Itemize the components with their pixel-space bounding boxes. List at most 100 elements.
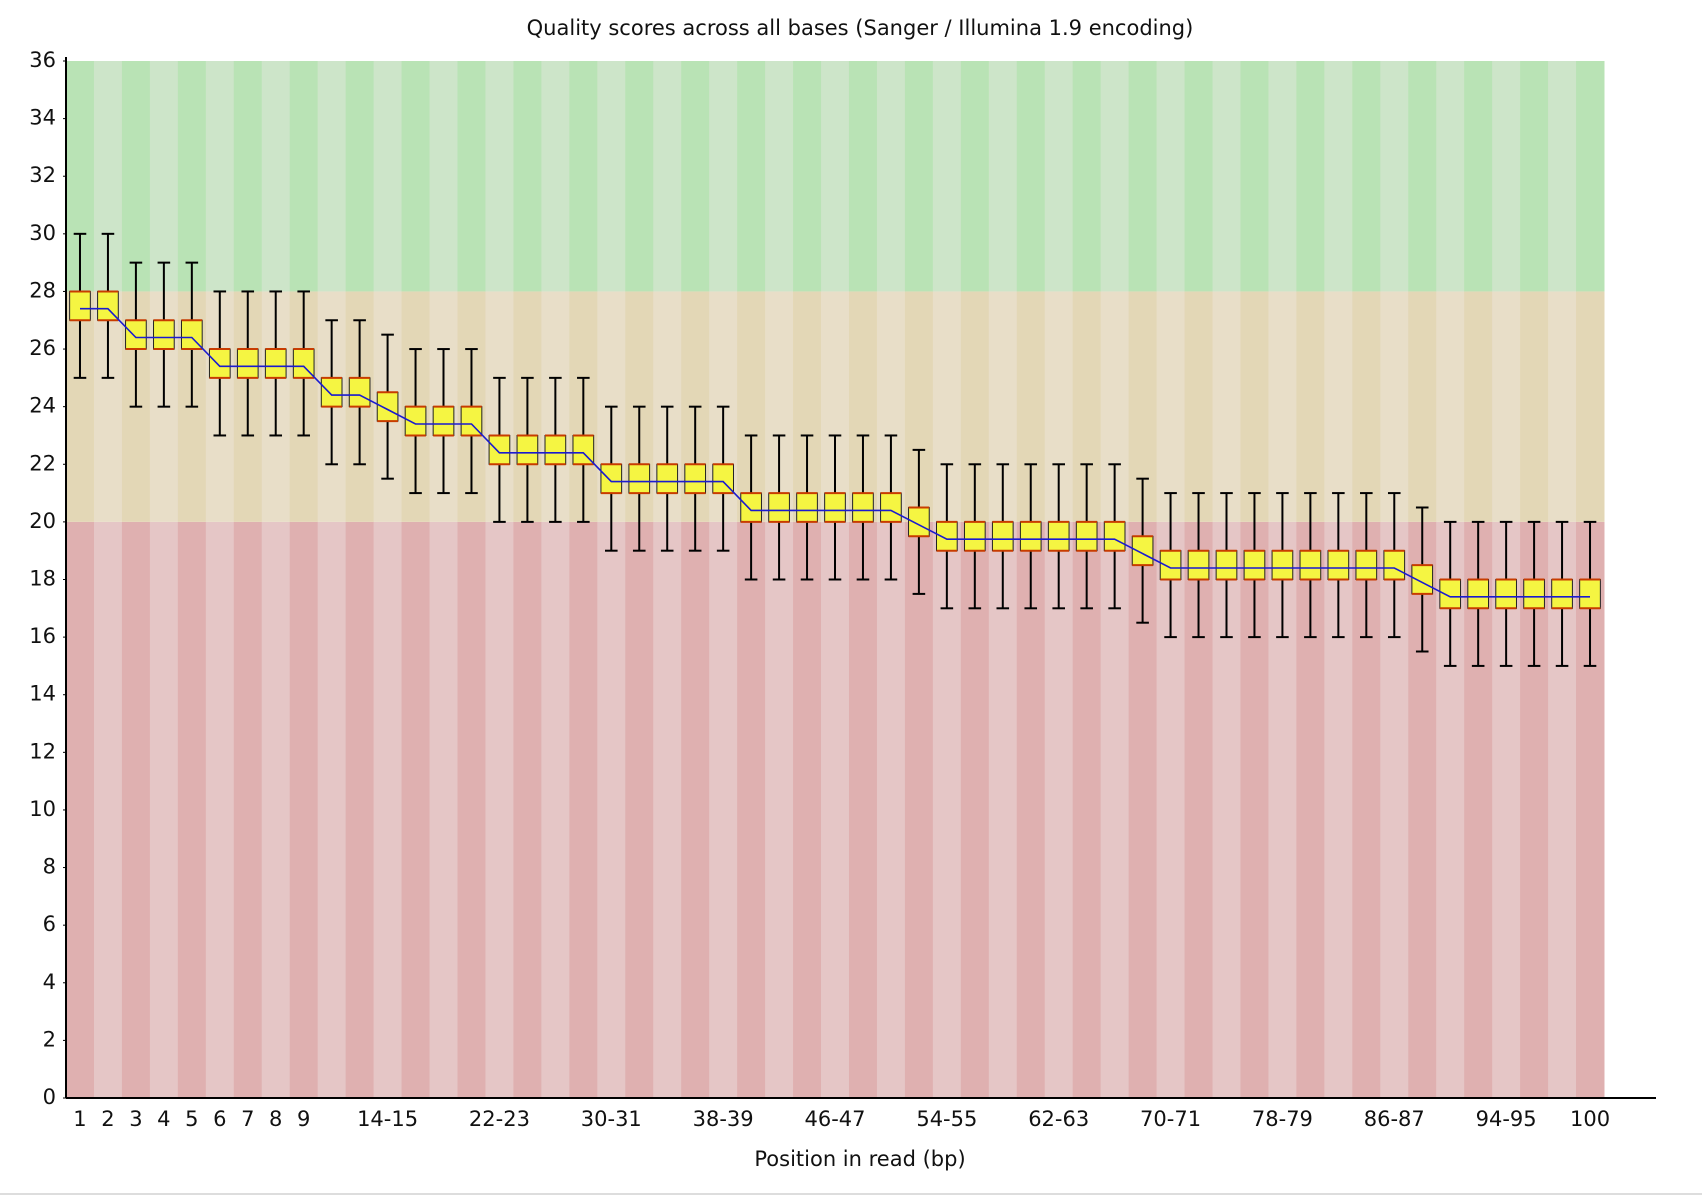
quality-zone [1296,291,1325,522]
x-tick-label: 7 [241,1107,254,1131]
quality-zone [1520,61,1549,292]
quality-zone [597,521,626,1098]
quality-zone [904,61,934,292]
quality-zone [988,521,1018,1098]
box [432,406,455,436]
y-tick-label: 14 [29,682,56,706]
x-tick-label: 86-87 [1364,1107,1425,1131]
quality-zone [848,61,878,292]
quality-zone [1044,61,1074,292]
box [1467,579,1490,609]
quality-zone [681,61,710,292]
quality-zone [737,521,766,1098]
x-tick-label: 22-23 [469,1107,530,1131]
quality-zone [401,61,431,292]
quality-zone [932,521,962,1098]
quality-zone [1352,291,1381,522]
quality-zone [541,521,570,1098]
quality-zone [709,61,738,292]
quality-zone [625,61,654,292]
box [684,463,707,494]
box [1299,550,1322,581]
quality-zone [653,61,682,292]
quality-zone [1576,291,1605,522]
x-tick-label: 54-55 [916,1107,977,1131]
x-tick-label: 4 [157,1107,170,1131]
box [1383,550,1406,581]
quality-zone [541,61,570,292]
quality-zone [317,61,347,292]
quality-zone [457,61,486,292]
quality-zone [345,521,375,1098]
quality-zone [1464,61,1493,292]
quality-zone [1072,61,1102,292]
quality-zone [429,61,458,292]
box [1215,550,1238,581]
y-tick-label: 2 [43,1027,56,1051]
x-tick-label: 94-95 [1476,1107,1537,1131]
y-tick-label: 20 [29,509,56,533]
y-tick-label: 28 [29,278,56,302]
box [1019,521,1042,552]
x-tick-label: 46-47 [804,1107,865,1131]
quality-zone [765,521,794,1098]
quality-zone [1240,291,1269,522]
box [656,463,679,494]
quality-zone [1044,521,1074,1098]
quality-zone [233,521,263,1098]
y-tick-label: 22 [29,451,56,475]
x-tick-label: 3 [129,1107,142,1131]
quality-zone [1380,61,1409,292]
y-tick-label: 10 [29,797,56,821]
quality-zone [1296,61,1325,292]
quality-zone [457,521,486,1098]
quality-zone [1156,291,1186,522]
box [628,463,651,494]
quality-zone [1520,291,1549,522]
quality-zone [1548,61,1577,292]
quality-zone [765,61,794,292]
x-tick-label: 100 [1570,1107,1610,1131]
quality-zone [289,521,319,1098]
box [516,434,539,465]
quality-zone [1128,61,1158,292]
quality-zone [1016,61,1046,292]
quality-zone [373,521,403,1098]
quality-zone [904,521,934,1098]
y-tick-label: 6 [43,912,56,936]
quality-zone [121,521,151,1098]
mean-line [80,307,1590,598]
box [1579,579,1601,609]
x-tick-label: 38-39 [693,1107,754,1131]
quality-zone [1156,61,1186,292]
box [208,348,231,379]
y-tick-label: 32 [29,163,56,187]
box [1551,579,1573,609]
quality-zone [1212,291,1241,522]
quality-zone [1408,291,1437,522]
quality-zone [876,521,906,1098]
quality-zone [848,521,878,1098]
x-tick-label: 9 [297,1107,310,1131]
quality-zone [177,61,207,292]
quality-zone [681,521,710,1098]
quality-zone [261,521,291,1098]
quality-zone [401,521,431,1098]
quality-zone [1100,61,1130,292]
box [991,521,1014,552]
box [1271,550,1294,581]
quality-zone [1100,521,1130,1098]
box [1355,550,1378,581]
quality-zone [513,61,542,292]
quality-zone [1352,61,1381,292]
y-tick-label: 4 [43,970,56,994]
quality-zone [289,61,319,292]
y-tick-label: 26 [29,336,56,360]
x-tick-label: 70-71 [1140,1107,1201,1131]
box [768,492,790,523]
y-tick-label: 24 [29,394,56,418]
box [1495,579,1517,609]
x-tick-label: 78-79 [1252,1107,1313,1131]
quality-zone [345,61,375,292]
